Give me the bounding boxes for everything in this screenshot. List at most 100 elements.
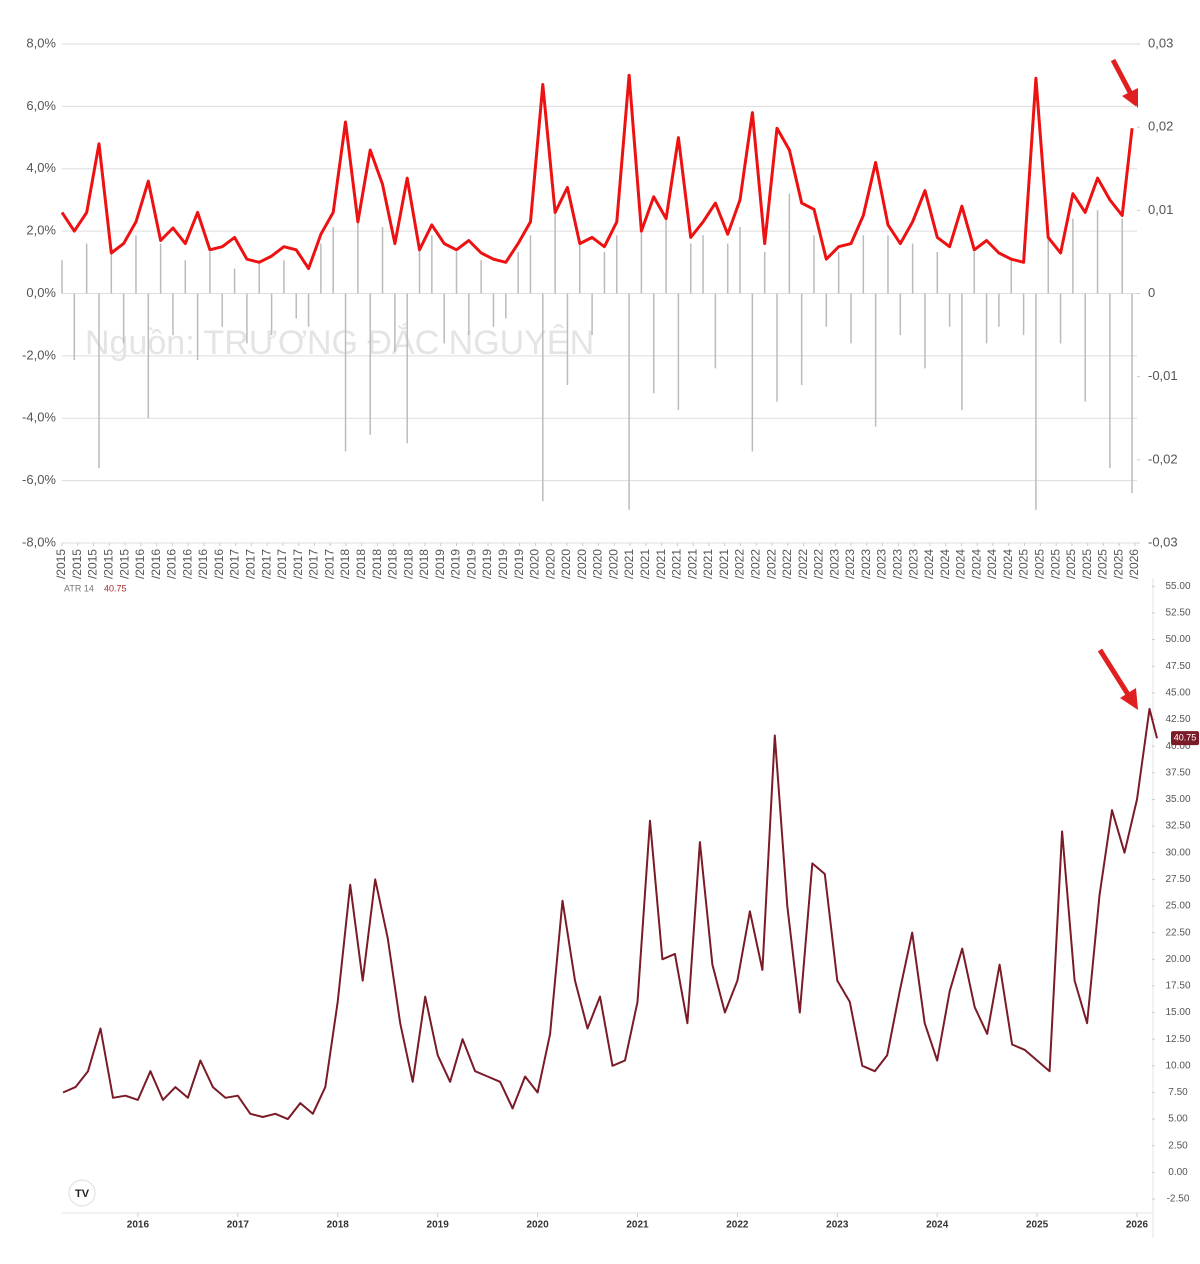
x-tick-label: /2016 (133, 549, 147, 579)
y-tick-label: 52.50 (1165, 608, 1190, 619)
x-tick-label: /2015 (102, 549, 116, 579)
x-tick-label: /2022 (748, 549, 762, 579)
y-tick-label: -2,0% (22, 347, 56, 362)
y-tick-label: 10.00 (1165, 1060, 1190, 1071)
x-tick-label: /2017 (291, 549, 305, 579)
x-tick-label: /2025 (1064, 549, 1078, 579)
x-tick-label: 2016 (127, 1220, 150, 1231)
y-tick-label: -6,0% (22, 472, 56, 487)
x-tick-label: /2023 (859, 549, 873, 579)
x-tick-label: 2019 (427, 1220, 450, 1231)
x-tick-label: 2026 (1126, 1220, 1149, 1231)
x-tick-label: /2016 (149, 549, 163, 579)
legend-value: 40.75 (104, 583, 127, 593)
y-tick-label: 15.00 (1165, 1007, 1190, 1018)
x-tick-label: /2015 (117, 549, 131, 579)
y-tick-label: 42.50 (1165, 714, 1190, 725)
tradingview-logo: TV (68, 1179, 96, 1207)
y-tick-label: 5.00 (1168, 1114, 1188, 1125)
x-tick-label: /2020 (606, 549, 620, 579)
x-tick-label: /2019 (464, 549, 478, 579)
x-tick-label: /2020 (559, 549, 573, 579)
x-tick-label: /2015 (86, 549, 100, 579)
y-tick-label: 32.50 (1165, 821, 1190, 832)
y-tick-label: 12.50 (1165, 1034, 1190, 1045)
x-tick-label: /2021 (701, 549, 715, 579)
y-tick-label: -8,0% (22, 534, 56, 549)
svg-text:TV: TV (75, 1188, 90, 1200)
x-tick-label: 2024 (926, 1220, 949, 1231)
y-tick-label: 2.50 (1168, 1140, 1188, 1151)
x-tick-label: /2016 (212, 549, 226, 579)
x-tick-label: 2018 (327, 1220, 350, 1231)
line (60, 73, 1134, 270)
x-tick-label: /2020 (528, 549, 542, 579)
last-value-label: 40.75 (1174, 733, 1197, 743)
y-tick-label: 7.50 (1168, 1087, 1188, 1098)
y-tick-label: 4,0% (26, 160, 56, 175)
y-tick-label: -2.50 (1167, 1194, 1190, 1205)
line (62, 707, 1158, 1121)
x-tick-label: /2021 (638, 549, 652, 579)
x-tick-label: /2023 (827, 549, 841, 579)
x-tick-label: /2017 (275, 549, 289, 579)
x-tick-label: 2023 (826, 1220, 849, 1231)
y2-tick-label: -0,03 (1148, 534, 1178, 549)
arrow (1097, 648, 1138, 710)
x-tick-label: /2019 (496, 549, 510, 579)
y-tick-label: 27.50 (1165, 874, 1190, 885)
x-tick-label: 2020 (526, 1220, 549, 1231)
x-tick-label: /2016 (180, 549, 194, 579)
y-tick-label: 40.00 (1165, 741, 1190, 752)
x-tick-label: /2020 (591, 549, 605, 579)
y-tick-label: -4,0% (22, 410, 56, 425)
x-tick-label: /2016 (165, 549, 179, 579)
x-tick-label: /2021 (654, 549, 668, 579)
x-tick-label: /2020 (575, 549, 589, 579)
y-tick-label: 0.00 (1168, 1167, 1188, 1178)
x-tick-label: /2024 (1001, 549, 1015, 579)
x-tick-label: /2018 (417, 549, 431, 579)
y2-tick-label: -0,02 (1148, 451, 1178, 466)
x-tick-label: /2015 (70, 549, 84, 579)
y-tick-label: 2,0% (26, 223, 56, 238)
x-tick-label: /2017 (244, 549, 258, 579)
x-tick-label: /2021 (717, 549, 731, 579)
x-tick-label: /2022 (780, 549, 794, 579)
x-tick-label: /2018 (401, 549, 415, 579)
arrow (1110, 58, 1138, 108)
y-tick-label: 45.00 (1165, 688, 1190, 699)
x-tick-label: /2019 (449, 549, 463, 579)
x-tick-label: 2025 (1026, 1220, 1049, 1231)
x-tick-label: /2023 (875, 549, 889, 579)
y-tick-label: 17.50 (1165, 981, 1190, 992)
y2-tick-label: 0,01 (1148, 202, 1173, 217)
y-tick-label: 20.00 (1165, 954, 1190, 965)
x-tick-label: /2025 (1096, 549, 1110, 579)
x-tick-label: 2022 (726, 1220, 749, 1231)
y-tick-label: 55.00 (1165, 581, 1190, 592)
x-tick-label: /2025 (1048, 549, 1062, 579)
y2-tick-label: 0,02 (1148, 119, 1173, 134)
x-tick-label: /2018 (370, 549, 384, 579)
x-tick-label: /2023 (843, 549, 857, 579)
y-tick-label: 30.00 (1165, 847, 1190, 858)
x-tick-label: /2015 (54, 549, 68, 579)
x-tick-label: /2020 (543, 549, 557, 579)
x-tick-label: /2022 (764, 549, 778, 579)
y-tick-label: 8,0% (26, 35, 56, 50)
x-tick-label: /2017 (228, 549, 242, 579)
watermark: Nguồn: TRƯƠNG ĐẮC NGUYÊN (85, 324, 594, 362)
x-tick-label: /2018 (386, 549, 400, 579)
x-tick-label: /2017 (259, 549, 273, 579)
y-tick-label: 6,0% (26, 98, 56, 113)
x-tick-label: /2023 (891, 549, 905, 579)
x-tick-label: /2021 (622, 549, 636, 579)
x-tick-label: /2017 (322, 549, 336, 579)
legend-label: ATR 14 (64, 583, 94, 593)
x-tick-label: /2016 (196, 549, 210, 579)
x-tick-label: /2022 (796, 549, 810, 579)
x-tick-label: /2022 (733, 549, 747, 579)
x-tick-label: /2025 (1080, 549, 1094, 579)
